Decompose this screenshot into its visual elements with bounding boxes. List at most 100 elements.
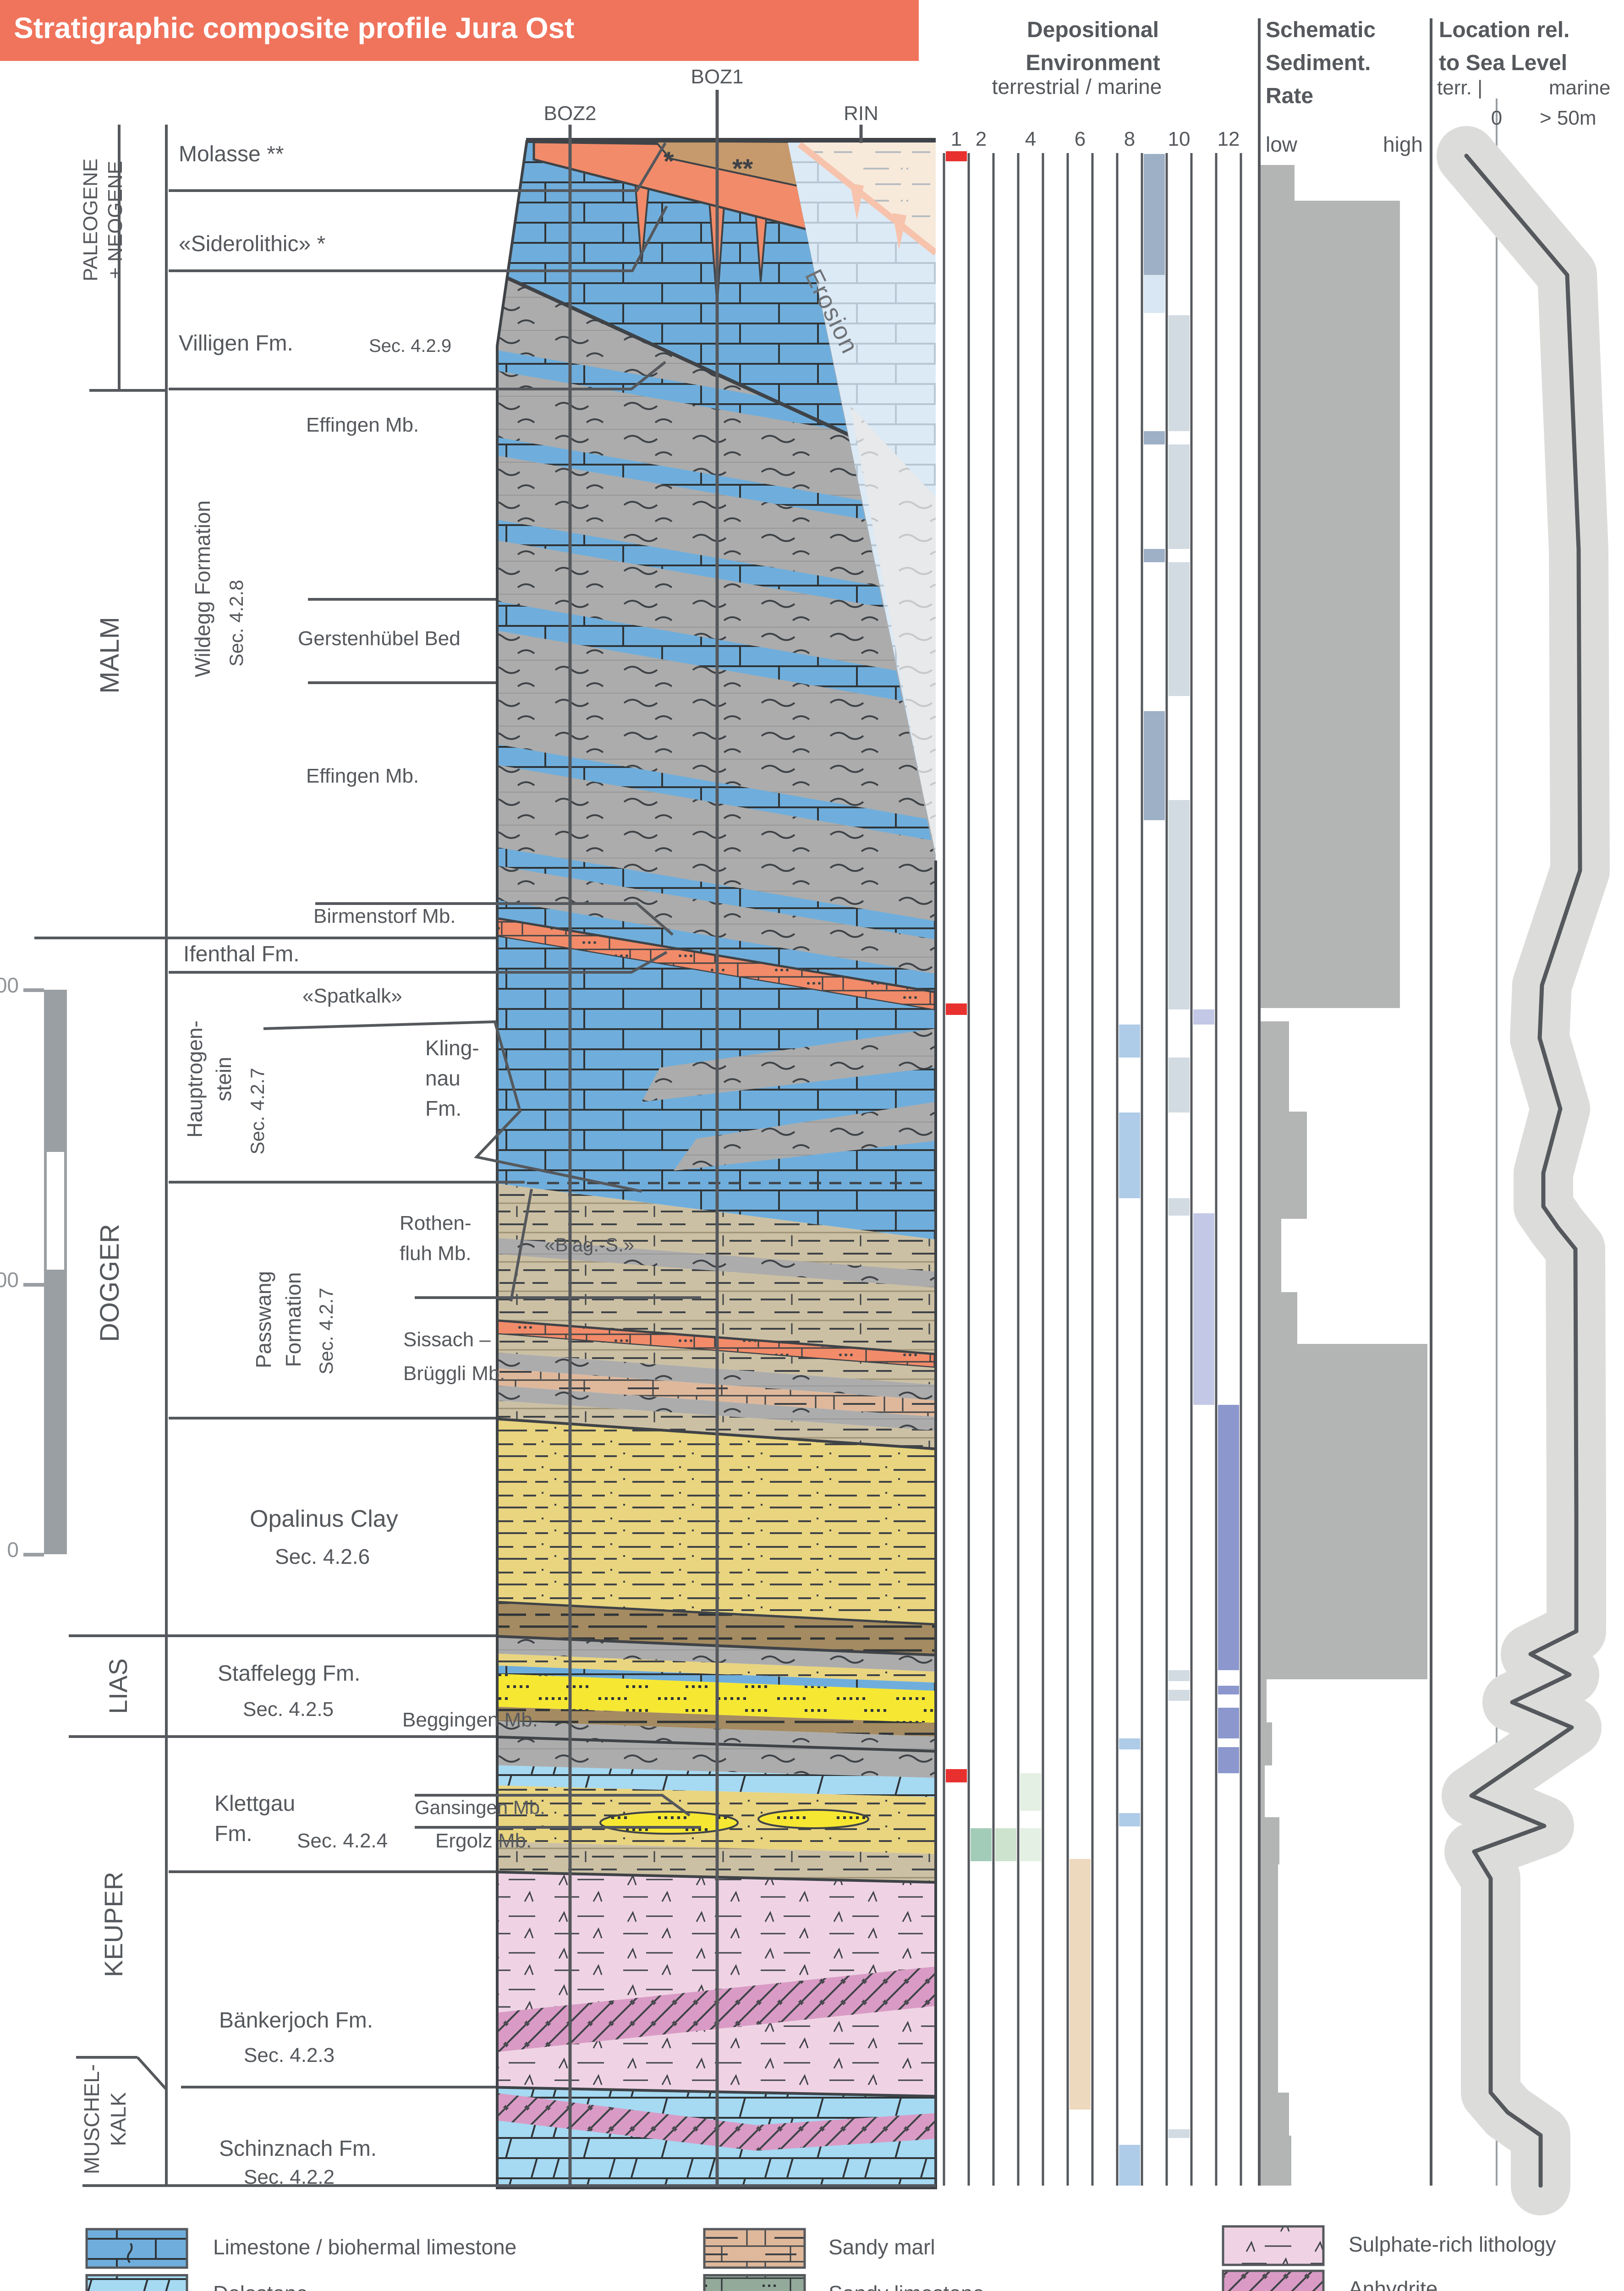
period-muschelkalk-1: MUSCHEL- [80, 2064, 104, 2175]
mb-sissach-1: Sissach – [403, 1328, 491, 1351]
legend-swatch-dolostone [85, 2274, 188, 2291]
rate-header-line1: Schematic [1266, 18, 1376, 42]
legend-label-sandymarl: Sandy marl [828, 2235, 935, 2259]
sec-passwang: Sec. 4.2.7 [315, 1288, 337, 1375]
sec-schinznach: Sec. 4.2.2 [244, 2166, 335, 2188]
sea-level-curve [1464, 153, 1582, 2188]
depth-label-0: 0 [7, 1538, 19, 1562]
env-header-line1: Depositional [1026, 18, 1159, 42]
rate-header-line3: Rate [1266, 84, 1314, 108]
borehole-lines [568, 90, 863, 2186]
period-neogene: + NEOGENE [104, 161, 126, 279]
env-tick-2: 2 [975, 128, 987, 150]
env-header-line2: Environment [1026, 51, 1160, 75]
depth-scale-bar [23, 988, 67, 1557]
legend-swatch-anhydrite [1222, 2269, 1325, 2291]
legend-label-limestone: Limestone / biohermal limestone [213, 2235, 517, 2259]
period-keuper: KEUPER [99, 1871, 128, 1978]
legend-label-dolostone: Dolostone [213, 2283, 308, 2291]
depth-label-100: 100 [0, 1268, 19, 1292]
period-paleogene: PALEOGENE [79, 158, 102, 282]
fm-klettgau-1: Klettgau [214, 1792, 296, 1816]
mb-rothenfluh-1: Rothen- [400, 1212, 472, 1234]
env-grid-lines [943, 153, 1242, 2186]
bed-blag: «Blag.-S.» [544, 1234, 635, 1255]
env-tick-1: 1 [950, 128, 962, 150]
legend-swatches [85, 2225, 1325, 2291]
lithology-top-detail [532, 140, 869, 1835]
sea-header-line1: Location rel. [1439, 18, 1570, 42]
sec-opalinus: Sec. 4.2.6 [275, 1545, 370, 1568]
fm-passwang-1: Passwang [252, 1271, 275, 1369]
period-dogger: DOGGER [95, 1224, 125, 1342]
legend-swatch-sandymarl [703, 2228, 806, 2269]
rate-high-label: high [1383, 132, 1423, 156]
fm-baenkerjoch: Bänkerjoch Fm. [219, 2008, 373, 2033]
env-bars [946, 151, 1239, 2186]
sec-staffelegg: Sec. 4.2.5 [243, 1698, 334, 1721]
fm-wildegg: Wildegg Formation [191, 500, 214, 678]
borehole-label-rin: RIN [844, 102, 878, 125]
legend-label-sulphate: Sulphate-rich lithology [1349, 2232, 1556, 2256]
fm-staffelegg: Staffelegg Fm. [218, 1661, 361, 1686]
fm-ifenthal: Ifenthal Fm. [183, 942, 300, 966]
fm-hauptrogenstein-2: stein [212, 1057, 236, 1102]
rate-low-label: low [1266, 132, 1298, 156]
env-tick-4: 4 [1025, 128, 1037, 150]
depth-label-200: 200 [0, 973, 19, 997]
fm-klingnau-1: Kling- [425, 1036, 479, 1060]
env-tick-12: 12 [1217, 128, 1240, 150]
sea-header-line2: to Sea Level [1439, 51, 1568, 75]
label-callout-lines [34, 125, 936, 2187]
bed-gerstenhuebel: Gerstenhübel Bed [298, 627, 461, 650]
title-bar: Stratigraphic composite profile Jura Ost [0, 0, 919, 61]
sea-marine-label: marine [1549, 77, 1611, 99]
legend-swatch-sandylime [703, 2274, 806, 2291]
legend-swatch-limestone [85, 2228, 188, 2269]
mb-gansingen: Gansingen Mb. [415, 1797, 545, 1818]
lithology-column [497, 141, 936, 2188]
env-scale-label: terrestrial / marine [992, 75, 1162, 99]
sec-klettgau: Sec. 4.2.4 [297, 1830, 388, 1852]
sea-zero-label: 0 [1491, 107, 1503, 129]
fm-siderolithic: «Siderolithic» * [179, 232, 326, 256]
borehole-label-boz2: BOZ2 [543, 102, 597, 125]
fm-klingnau-3: Fm. [425, 1096, 462, 1120]
figure-title: Stratigraphic composite profile Jura Ost [14, 11, 575, 44]
env-tick-10: 10 [1168, 128, 1191, 150]
borehole-label-boz1: BOZ1 [691, 66, 744, 88]
env-tick-6: 6 [1074, 128, 1086, 150]
fm-klingnau-2: nau [425, 1066, 461, 1090]
period-malm: MALM [95, 617, 125, 694]
svg-text:**: ** [732, 154, 753, 184]
sea-level-uncertainty-band [1437, 126, 1610, 2215]
sec-villigen: Sec. 4.2.9 [369, 336, 452, 356]
legend-label-sandylime: Sandy limestone [828, 2283, 984, 2291]
mb-ergolz: Ergolz Mb. [435, 1830, 532, 1852]
column-outline [496, 140, 937, 2189]
legend-swatch-sulphate [1222, 2225, 1325, 2266]
period-muschelkalk-2: KALK [106, 2092, 130, 2146]
biohermal-squiggle [127, 2242, 133, 2264]
fm-molasse: Molasse ** [179, 142, 284, 166]
fm-villigen: Villigen Fm. [179, 331, 293, 356]
fm-opalinus: Opalinus Clay [250, 1506, 398, 1532]
fm-passwang-2: Formation [281, 1272, 305, 1367]
svg-text:*: * [664, 147, 674, 176]
rate-header-line2: Sediment. [1266, 51, 1371, 75]
legend-label-anhydrite: Anhydrite [1349, 2277, 1438, 2291]
sea-gt50-label: > 50m [1540, 107, 1597, 129]
mb-sissach-2: Brüggli Mb. [403, 1362, 505, 1385]
sec-wildegg: Sec. 4.2.8 [225, 580, 247, 667]
mb-birmenstorf: Birmenstorf Mb. [313, 905, 456, 927]
sec-hauptrogenstein: Sec. 4.2.7 [247, 1068, 268, 1155]
mb-effingen-2: Effingen Mb. [306, 765, 419, 787]
rate-profile [1259, 165, 1427, 2186]
period-lias: LIAS [104, 1658, 132, 1714]
fm-hauptrogenstein-1: Hauptrogen- [183, 1020, 207, 1138]
fm-klettgau-2: Fm. [214, 1822, 252, 1846]
fm-schinznach: Schinznach Fm. [219, 2137, 377, 2161]
mb-beggingen: Beggingen Mb. [402, 1709, 538, 1731]
